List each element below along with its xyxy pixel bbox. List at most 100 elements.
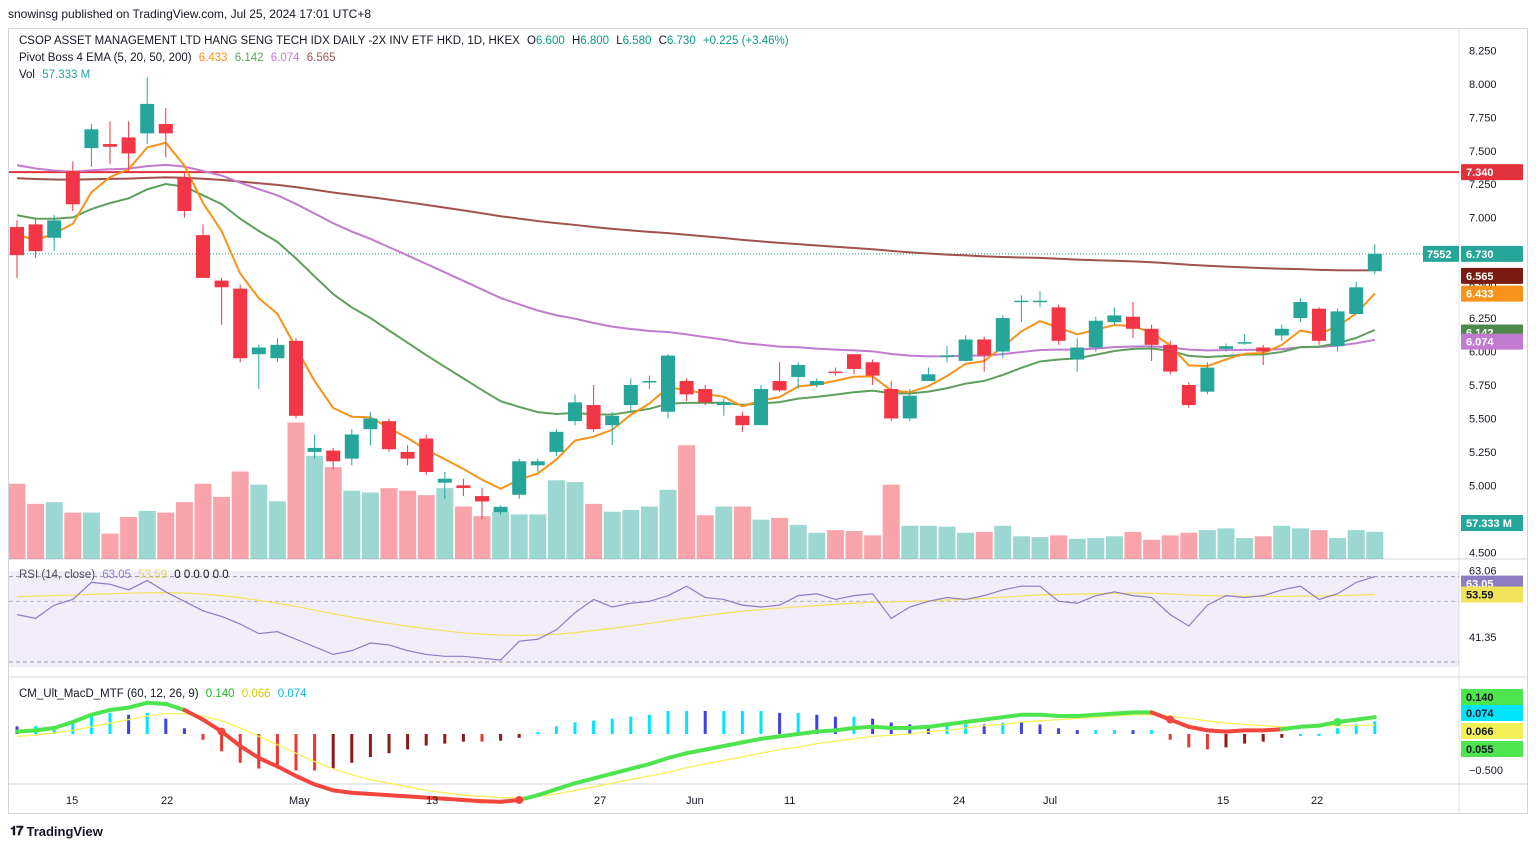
volume-bar <box>845 531 863 559</box>
volume-bar <box>1347 530 1365 559</box>
macd-line-segment <box>312 782 336 793</box>
macd-tag-bg <box>1461 723 1523 739</box>
candle-body <box>363 418 378 430</box>
macd-line-segment <box>442 796 466 802</box>
macd-histogram-bar <box>1131 730 1135 734</box>
macd-line-segment <box>1112 710 1135 716</box>
macd-line-segment <box>963 717 987 724</box>
candle <box>661 354 675 419</box>
macd-line-segment <box>721 740 745 748</box>
candle <box>1126 302 1140 339</box>
candle-body <box>121 137 136 154</box>
macd-line-segment <box>1000 712 1024 720</box>
volume-bar <box>343 490 361 559</box>
volume-bar <box>547 480 565 559</box>
rsi-band <box>9 571 1459 667</box>
candle-body <box>1070 347 1085 360</box>
volume-bar <box>622 510 640 559</box>
macd-histogram-bar <box>387 734 391 754</box>
macd-histogram-bar <box>666 710 670 734</box>
macd-histogram-bar <box>778 712 782 734</box>
low-value: 6.580 <box>622 35 652 47</box>
chart-frame[interactable]: 8.2508.0007.7507.5007.2507.0006.7506.500… <box>8 28 1528 814</box>
volume-bar <box>138 510 156 559</box>
candle <box>921 367 936 381</box>
macd-line-segment <box>647 756 670 766</box>
candle <box>884 380 899 422</box>
volume-bar <box>1012 536 1030 559</box>
rsi-legend[interactable]: RSI (14, close) 63.05 53.59 0 0 0 0 0 0 <box>19 569 233 581</box>
tradingview-logo[interactable]: 𝟏𝟕 TradingView <box>10 823 103 839</box>
ema-legend[interactable]: Pivot Boss 4 EMA (5, 20, 50, 200) 6.433 … <box>19 52 340 64</box>
macd-histogram-bar <box>1317 734 1321 736</box>
time-axis-label: 22 <box>1311 795 1323 807</box>
macd-line-segment <box>982 715 1005 722</box>
open-label: O <box>527 35 536 47</box>
candle <box>140 77 155 145</box>
candle-body <box>884 389 899 419</box>
volume-bar <box>771 517 789 559</box>
macd-tag: 0.140 <box>1466 692 1494 704</box>
candle-body <box>530 461 545 466</box>
macd-histogram-bar <box>294 734 298 771</box>
macd-histogram-bar <box>220 734 224 752</box>
macd-line-segment <box>256 756 280 769</box>
macd-histogram-bar <box>238 734 242 763</box>
candle <box>196 224 210 278</box>
chart-canvas[interactable]: 8.2508.0007.7507.5007.2507.0006.7506.500… <box>9 29 1527 813</box>
time-axis-label: Jul <box>1043 795 1057 807</box>
candle <box>158 107 173 158</box>
candle <box>568 394 582 426</box>
candle <box>847 354 861 375</box>
macd-histogram-bar <box>480 734 484 742</box>
macd-line-segment <box>833 726 856 733</box>
price-axis-label: 8.250 <box>1469 45 1497 57</box>
candle-body <box>847 354 861 369</box>
macd-line-segment <box>703 744 726 752</box>
macd-histogram-bar <box>852 716 856 734</box>
candle-body <box>977 339 992 356</box>
macd-line-segment <box>926 722 949 729</box>
candle-body <box>605 415 620 426</box>
candle <box>716 398 731 416</box>
candle <box>735 411 750 432</box>
macd-line-segment <box>945 720 968 727</box>
candle <box>1349 281 1364 315</box>
candle-body <box>1200 367 1215 392</box>
candle <box>1144 324 1159 361</box>
candle-body <box>158 124 173 134</box>
macd-line-segment <box>852 724 875 730</box>
candle <box>1256 344 1271 365</box>
candle-body <box>1237 342 1252 344</box>
symbol-legend[interactable]: CSOP ASSET MANAGEMENT LTD HANG SENG TECH… <box>19 35 793 47</box>
rsi-ma-tag-bg <box>1461 586 1523 603</box>
candle-body <box>344 434 359 459</box>
macd-histogram-bar <box>1168 734 1172 740</box>
macd-histogram-bar <box>1057 728 1061 734</box>
candle <box>549 429 564 456</box>
macd-legend[interactable]: CM_Ult_MacD_MTF (60, 12, 26, 9) 0.140 0.… <box>19 688 311 700</box>
volume-bar <box>1291 528 1309 559</box>
candle-body <box>270 344 285 359</box>
macd-line-segment <box>573 776 596 786</box>
candle-body <box>1219 346 1233 349</box>
publisher-credit: snowinsg published on TradingView.com, J… <box>8 7 372 21</box>
price-axis-label: 4.500 <box>1469 547 1497 559</box>
volume-bar <box>9 483 26 559</box>
macd-line-segment <box>907 724 931 730</box>
macd-histogram-bar <box>443 734 447 744</box>
volume-bar <box>324 467 342 559</box>
candle <box>1293 298 1308 323</box>
macd-histogram-bar <box>331 734 335 769</box>
candle <box>103 121 117 165</box>
macd-tag: 0.066 <box>1466 726 1494 738</box>
macd-line-segment <box>238 744 261 760</box>
macd-histogram-bar <box>368 734 372 758</box>
volume-bar <box>1087 538 1105 559</box>
macd-histogram-bar <box>1038 724 1042 734</box>
vol-legend[interactable]: Vol 57.333 M <box>19 69 94 81</box>
macd-histogram-bar <box>536 732 540 735</box>
candle-body <box>419 438 434 472</box>
volume-bar <box>1366 531 1384 559</box>
macd-line-segment <box>777 732 801 739</box>
